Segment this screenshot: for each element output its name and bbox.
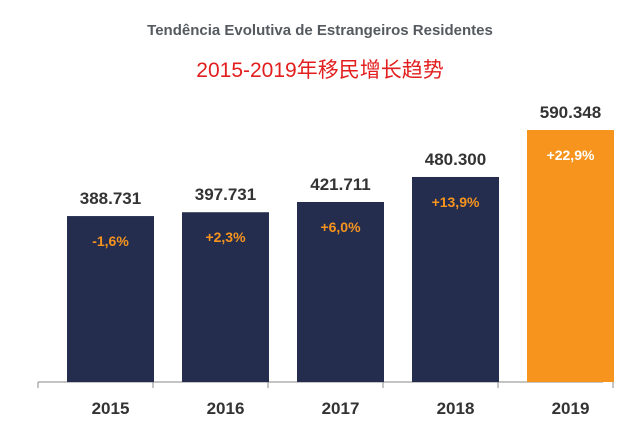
- bar-2018: [412, 176, 499, 382]
- chart-subtitle: 2015-2019年移民增长趋势: [196, 59, 444, 82]
- value-label-2016: 397.731: [195, 185, 256, 204]
- growth-label-2018: +13,9%: [432, 194, 480, 210]
- x-tick-label-2019: 2019: [552, 399, 590, 418]
- x-tick-label-2016: 2016: [207, 399, 245, 418]
- growth-label-2019: +22,9%: [547, 147, 595, 163]
- x-tick-label-2017: 2017: [322, 399, 360, 418]
- x-tick-label-2018: 2018: [437, 399, 475, 418]
- x-tick-label-2015: 2015: [92, 399, 130, 418]
- bar-2019: [527, 130, 614, 382]
- value-label-2017: 421.711: [310, 175, 371, 194]
- growth-label-2016: +2,3%: [205, 229, 246, 245]
- growth-label-2015: -1,6%: [92, 233, 129, 249]
- chart-title: Tendência Evolutiva de Estrangeiros Resi…: [147, 22, 493, 39]
- value-label-2015: 388.731: [80, 189, 141, 208]
- growth-label-2017: +6,0%: [320, 219, 361, 235]
- bar-2017: [297, 201, 384, 382]
- bar-2016: [182, 212, 269, 382]
- bar-2015: [67, 216, 154, 382]
- value-label-2019: 590.348: [540, 103, 601, 122]
- value-label-2018: 480.300: [425, 150, 486, 169]
